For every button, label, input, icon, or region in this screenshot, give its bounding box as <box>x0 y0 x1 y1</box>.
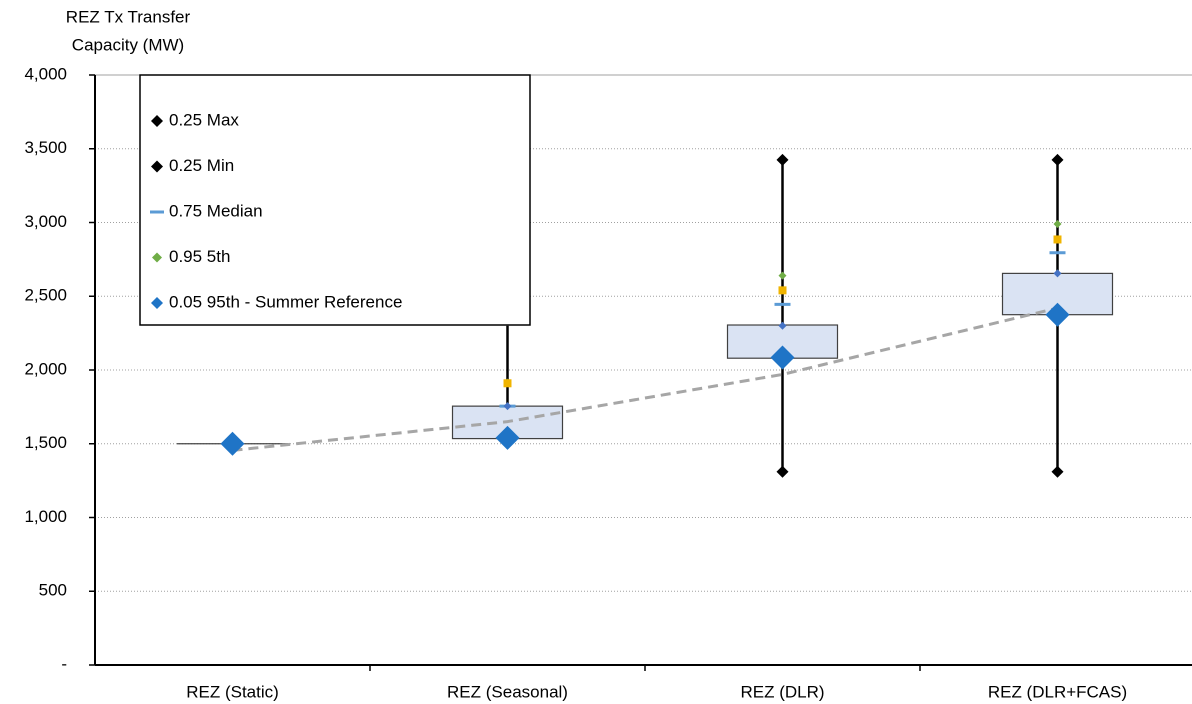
data-point <box>1051 465 1064 478</box>
y-tick-label: 1,500 <box>24 433 67 452</box>
data-point <box>503 402 512 411</box>
legend-marker <box>151 115 163 127</box>
y-tick-label: 2,500 <box>24 286 67 305</box>
data-point <box>1053 269 1062 278</box>
legend-label: 0.75 Median <box>169 201 263 220</box>
data-point <box>776 153 789 166</box>
trend-line <box>232 306 1058 452</box>
data-point <box>1049 251 1066 255</box>
y-tick-label: - <box>61 654 67 673</box>
data-point <box>776 465 789 478</box>
data-point <box>1053 235 1062 244</box>
data-point <box>1051 153 1064 166</box>
data-point <box>778 271 787 280</box>
x-tick-label: REZ (DLR+FCAS) <box>988 682 1127 701</box>
data-point <box>220 431 245 456</box>
legend-marker <box>150 210 164 214</box>
data-point <box>774 302 791 306</box>
data-point <box>503 379 512 388</box>
y-axis-title: Capacity (MW) <box>72 35 184 54</box>
legend-box <box>139 74 531 326</box>
legend: 0.25 Max 0.25 Min 0.75 Median 0.95 5th 0.05 … <box>139 74 531 326</box>
data-point <box>770 345 795 370</box>
legend-marker <box>151 160 163 173</box>
legend-label: 0.25 Max <box>169 110 239 129</box>
y-tick-label: 4,000 <box>24 64 67 83</box>
data-point <box>495 425 520 450</box>
y-tick-label: 2,000 <box>24 359 67 378</box>
data-point <box>1045 302 1070 327</box>
x-tick-label: REZ (DLR) <box>740 682 824 701</box>
legend-label: 0.05 95th - Summer Reference <box>169 292 402 311</box>
data-point <box>778 286 787 295</box>
x-tick-label: REZ (Seasonal) <box>447 682 568 701</box>
y-axis-title: REZ Tx Transfer <box>66 7 191 26</box>
y-tick-label: 500 <box>39 581 67 600</box>
legend-label: 0.25 Min <box>169 156 234 175</box>
data-point <box>778 321 787 330</box>
y-tick-label: 3,000 <box>24 212 67 231</box>
legend-marker <box>151 297 163 309</box>
data-point <box>1053 219 1062 228</box>
legend-marker <box>152 252 162 263</box>
legend-label: 0.95 5th <box>169 247 230 266</box>
y-tick-label: 3,500 <box>24 138 67 157</box>
x-tick-label: REZ (Static) <box>186 682 279 701</box>
y-tick-label: 1,000 <box>24 507 67 526</box>
